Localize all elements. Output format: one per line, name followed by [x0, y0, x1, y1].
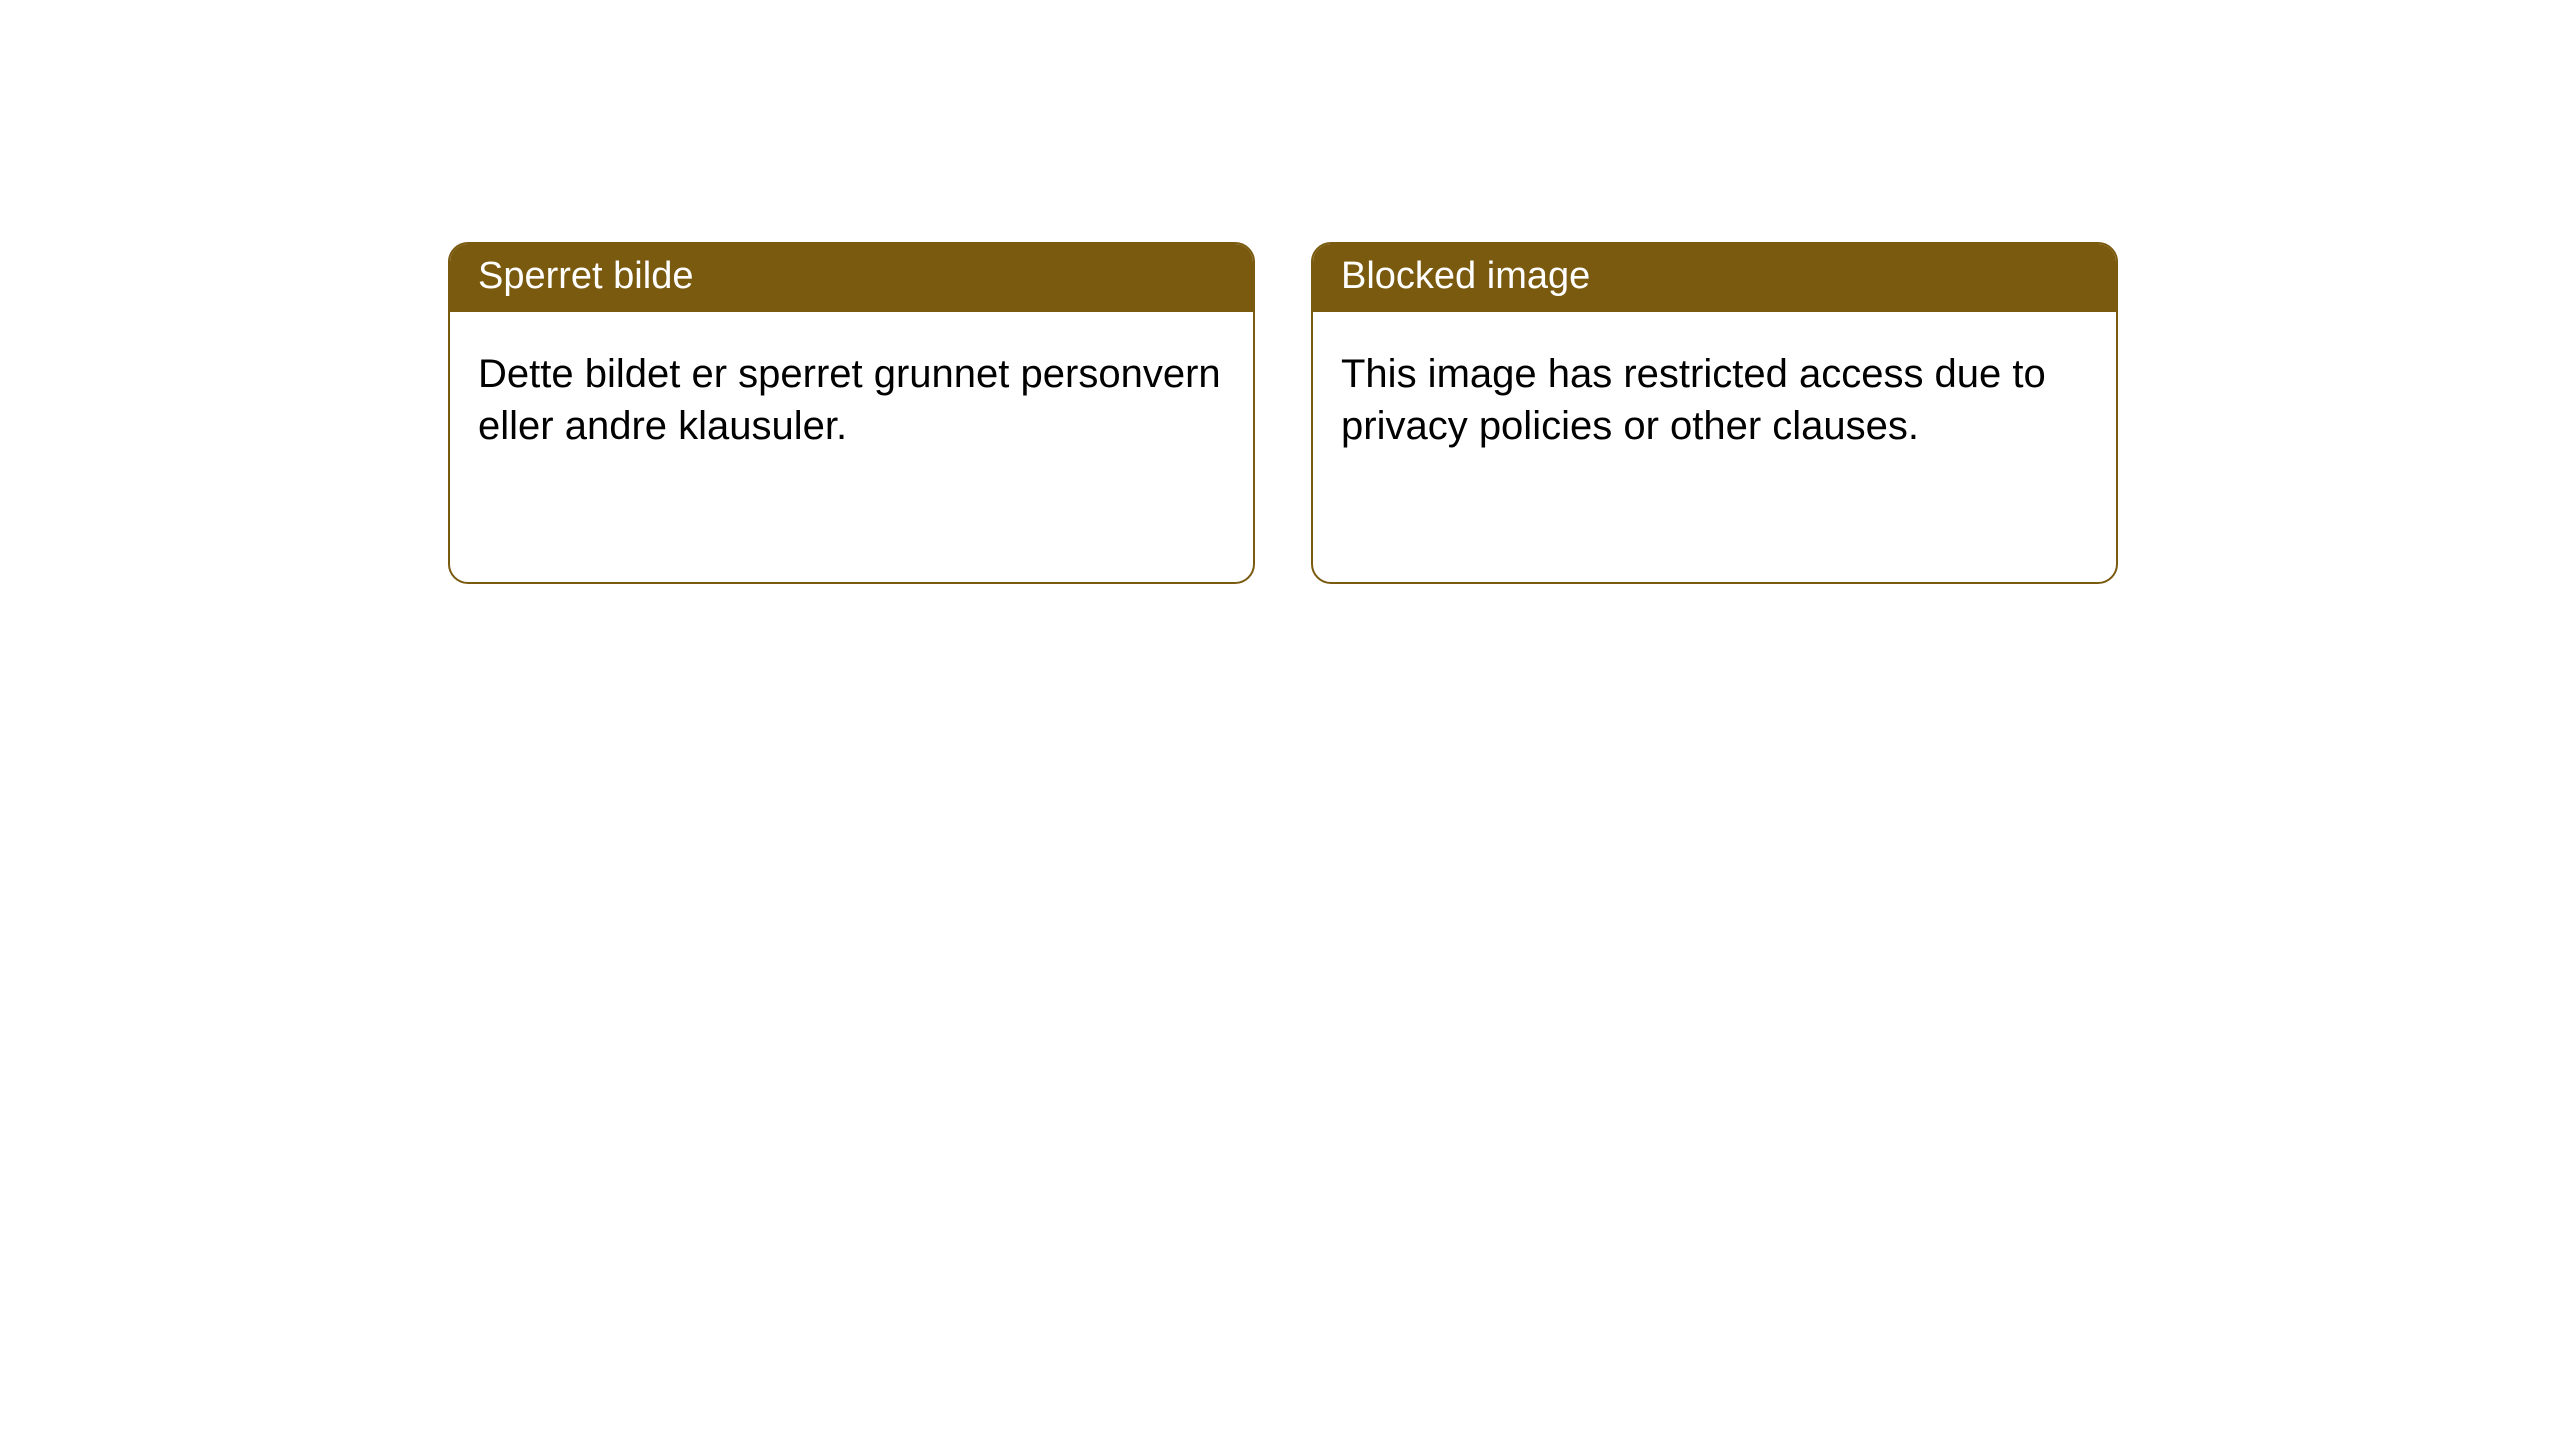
notice-container: Sperret bilde Dette bildet er sperret gr…: [0, 0, 2560, 584]
notice-body-norwegian: Dette bildet er sperret grunnet personve…: [450, 312, 1253, 582]
notice-header-norwegian: Sperret bilde: [450, 244, 1253, 312]
notice-body-english: This image has restricted access due to …: [1313, 312, 2116, 582]
notice-header-english: Blocked image: [1313, 244, 2116, 312]
notice-card-english: Blocked image This image has restricted …: [1311, 242, 2118, 584]
notice-card-norwegian: Sperret bilde Dette bildet er sperret gr…: [448, 242, 1255, 584]
